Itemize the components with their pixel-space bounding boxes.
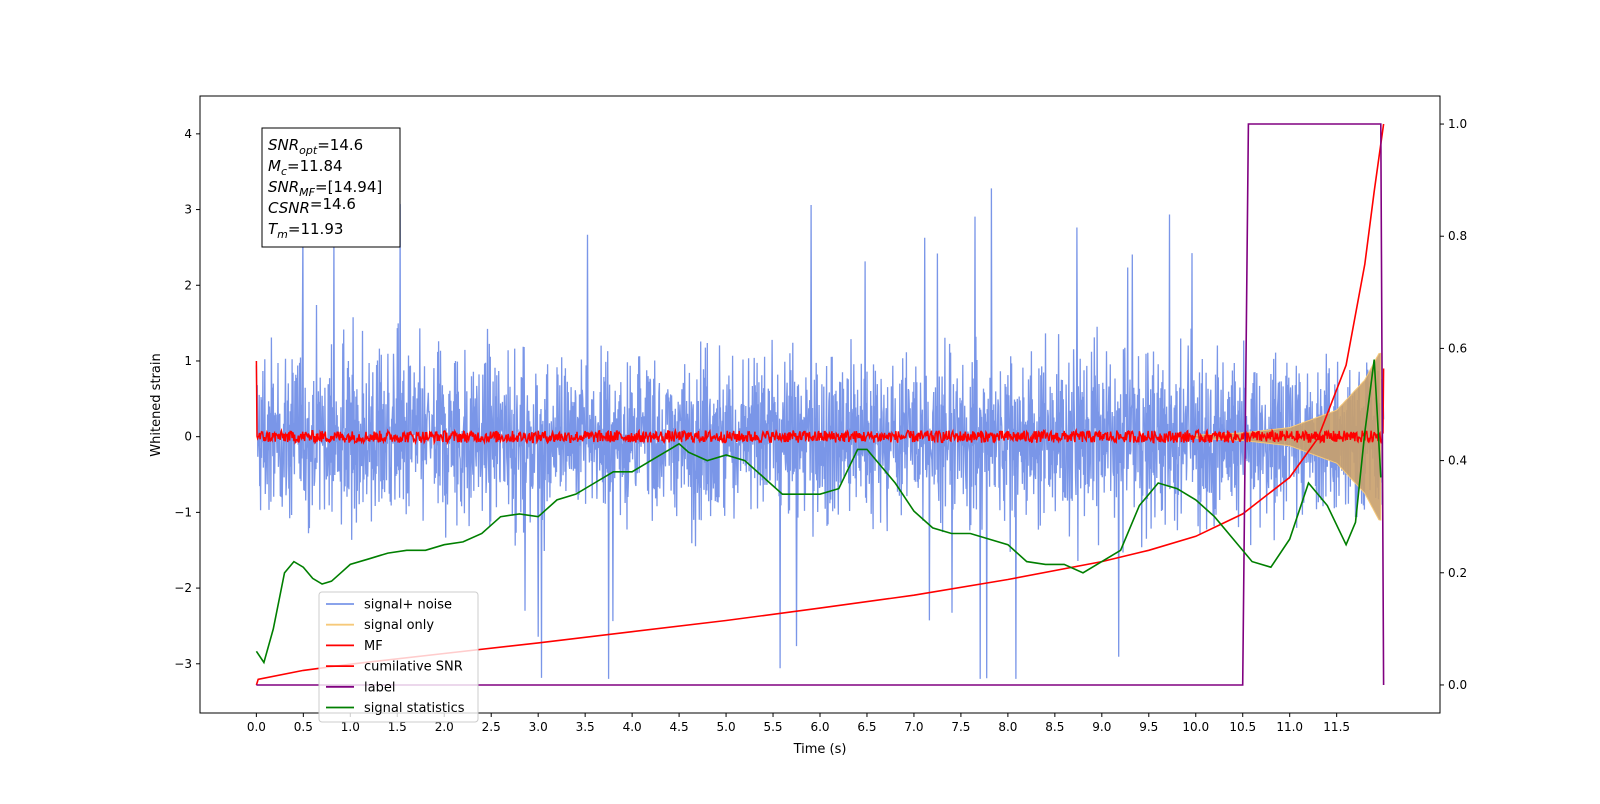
legend: signal+ noise signal only MF cumilative SNR… (318, 591, 479, 723)
y2-tick-label: 0.6 (1448, 341, 1467, 355)
y2-tick-label: 0.4 (1448, 454, 1467, 468)
y2-tick-label: 0.8 (1448, 229, 1467, 243)
x-axis-label: Time (s) (793, 742, 847, 757)
y-tick-label: 4 (184, 127, 192, 141)
annotation-box: SNRopt=14.6Mc=11.84SNRMF=[14.94]CSNR=14.… (261, 127, 401, 248)
legend-frame (318, 591, 479, 723)
x-tick-label: 4.0 (623, 720, 642, 734)
series-signal-noise (255, 188, 1385, 679)
x-tick-label: 3.0 (529, 720, 548, 734)
x-tick-label: 8.5 (1045, 720, 1064, 734)
y2-tick-label: 0.2 (1448, 566, 1467, 580)
y-tick-label: 1 (184, 354, 192, 368)
x-tick-label: 3.5 (576, 720, 595, 734)
legend-label: signal only (364, 618, 434, 633)
x-tick-label: 1.5 (388, 720, 407, 734)
y-axis-ticks: −3 −2 −1 0 1 2 3 4 (174, 127, 200, 671)
x-tick-label: 0.5 (294, 720, 313, 734)
legend-label: label (364, 680, 395, 695)
x-tick-label: 10.5 (1229, 720, 1256, 734)
x-tick-label: 11.5 (1323, 720, 1350, 734)
annotation-symbol: M (268, 157, 281, 175)
annotation-value: =[14.94] (315, 178, 382, 196)
y-tick-label: 3 (184, 203, 192, 217)
annotation-value: =14.6 (317, 136, 363, 154)
x-tick-label: 6.5 (857, 720, 876, 734)
y-axis-label: Whitened strain (149, 353, 164, 456)
annotation-value: =14.6 (310, 195, 356, 213)
y-tick-label: −2 (174, 581, 192, 595)
x-tick-label: 9.0 (1092, 720, 1111, 734)
annotation-subscript: c (281, 165, 287, 178)
annotation-subscript: opt (299, 144, 318, 157)
annotation-symbol: SNR (268, 178, 299, 196)
x-axis-ticks: 0.0 0.5 1.0 1.5 2.0 2.5 3.0 3.5 4.0 4.5 5.0 5.5 6.0 6… (247, 713, 1350, 734)
annotation-line: CSNR=14.6 (268, 195, 356, 217)
x-tick-label: 5.0 (717, 720, 736, 734)
annotation-frame (261, 127, 401, 248)
annotation-subscript: m (277, 228, 288, 241)
x-tick-label: 7.5 (951, 720, 970, 734)
legend-label: cumilative SNR (364, 660, 463, 675)
x-tick-label: 9.5 (1139, 720, 1158, 734)
x-tick-label: 4.5 (670, 720, 689, 734)
y-tick-label: 2 (184, 278, 192, 292)
x-tick-label: 11.0 (1276, 720, 1303, 734)
x-tick-label: 1.0 (341, 720, 360, 734)
y-tick-label: −1 (174, 505, 192, 519)
series-mf (255, 360, 1385, 446)
annotation-line: SNRMF=[14.94] (268, 178, 382, 199)
series-label (256, 123, 1385, 686)
legend-label: MF (364, 639, 383, 654)
annotation-symbol: SNR (268, 136, 299, 154)
y2-axis-ticks: 0.0 0.2 0.4 0.6 0.8 1.0 (1440, 117, 1467, 692)
x-tick-label: 10.0 (1182, 720, 1209, 734)
x-tick-label: 2.5 (482, 720, 501, 734)
x-tick-label: 2.0 (435, 720, 454, 734)
annotation-line: SNRopt=14.6 (268, 136, 363, 157)
x-tick-label: 8.0 (998, 720, 1017, 734)
x-tick-label: 7.0 (904, 720, 923, 734)
x-tick-label: 0.0 (247, 720, 266, 734)
legend-label: signal statistics (364, 701, 465, 716)
annotation-line: Mc=11.84 (268, 157, 343, 178)
annotation-symbol: T (268, 220, 279, 238)
legend-label: signal+ noise (364, 598, 452, 613)
y2-tick-label: 1.0 (1448, 117, 1467, 131)
series-signal-statistics (255, 359, 1382, 665)
annotation-line: Tm=11.93 (268, 220, 343, 241)
x-tick-label: 5.5 (763, 720, 782, 734)
y2-tick-label: 0.0 (1448, 678, 1467, 692)
annotation-value: =11.84 (287, 157, 343, 175)
y-tick-label: −3 (174, 657, 192, 671)
annotation-subscript: MF (299, 186, 315, 199)
x-tick-label: 6.0 (810, 720, 829, 734)
annotation-value: =11.93 (288, 220, 344, 238)
annotation-symbol: CSNR (268, 199, 310, 217)
y-tick-label: 0 (184, 430, 192, 444)
